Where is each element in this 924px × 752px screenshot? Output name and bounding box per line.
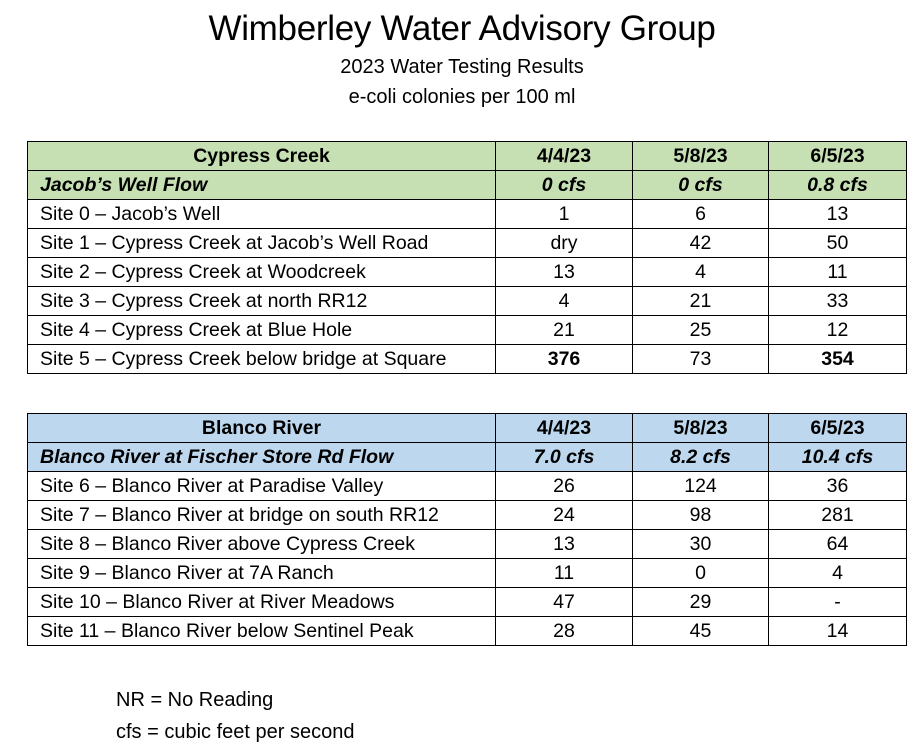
site-name: Site 1 – Cypress Creek at Jacob’s Well R… — [27, 228, 496, 258]
table-row: Site 8 – Blanco River above Cypress Cree… — [27, 529, 907, 559]
date-header: 6/5/23 — [768, 141, 907, 171]
table-row: Site 10 – Blanco River at River Meadows … — [27, 587, 907, 617]
units-caption: e-coli colonies per 100 ml — [348, 86, 576, 108]
table-row: Site 4 – Cypress Creek at Blue Hole 21 2… — [27, 315, 907, 345]
flow-value: 0 cfs — [632, 170, 769, 200]
reading: 21 — [632, 286, 769, 316]
site-name: Site 4 – Cypress Creek at Blue Hole — [27, 315, 496, 345]
reading: 50 — [768, 228, 907, 258]
site-name: Site 8 – Blanco River above Cypress Cree… — [27, 529, 496, 559]
flow-label: Jacob’s Well Flow — [27, 170, 496, 200]
reading: 13 — [495, 257, 633, 287]
date-header: 4/4/23 — [495, 413, 633, 443]
reading: 4 — [632, 257, 769, 287]
reading: 11 — [495, 558, 633, 588]
table-header-row: Blanco River 4/4/23 5/8/23 6/5/23 — [27, 413, 907, 443]
reading: 281 — [768, 500, 907, 530]
reading: 13 — [495, 529, 633, 559]
date-header: 5/8/23 — [632, 413, 769, 443]
flow-value: 8.2 cfs — [632, 442, 769, 472]
table-row: Site 3 – Cypress Creek at north RR12 4 2… — [27, 286, 907, 316]
reading: 13 — [768, 199, 907, 229]
flow-row: Blanco River at Fischer Store Rd Flow 7.… — [27, 442, 907, 472]
site-name: Site 11 – Blanco River below Sentinel Pe… — [27, 616, 496, 646]
reading: 4 — [495, 286, 633, 316]
date-header: 6/5/23 — [768, 413, 907, 443]
reading: 98 — [632, 500, 769, 530]
date-header: 4/4/23 — [495, 141, 633, 171]
legend-cfs: cfs = cubic feet per second — [116, 721, 355, 743]
flow-value: 7.0 cfs — [495, 442, 633, 472]
blanco-river-table: Blanco River 4/4/23 5/8/23 6/5/23 Blanco… — [27, 413, 907, 646]
flow-value: 0.8 cfs — [768, 170, 907, 200]
reading: 25 — [632, 315, 769, 345]
flow-row: Jacob’s Well Flow 0 cfs 0 cfs 0.8 cfs — [27, 170, 907, 200]
reading-high: 376 — [495, 344, 633, 374]
table-row: Site 7 – Blanco River at bridge on south… — [27, 500, 907, 530]
reading: 124 — [632, 471, 769, 501]
reading: 26 — [495, 471, 633, 501]
reading: 42 — [632, 228, 769, 258]
table-name: Cypress Creek — [27, 141, 496, 171]
flow-value: 0 cfs — [495, 170, 633, 200]
table-row: Site 0 – Jacob’s Well 1 6 13 — [27, 199, 907, 229]
reading: 21 — [495, 315, 633, 345]
reading: 73 — [632, 344, 769, 374]
reading: dry — [495, 228, 633, 258]
site-name: Site 6 – Blanco River at Paradise Valley — [27, 471, 496, 501]
reading: 1 — [495, 199, 633, 229]
site-name: Site 5 – Cypress Creek below bridge at S… — [27, 344, 496, 374]
reading: 36 — [768, 471, 907, 501]
flow-value: 10.4 cfs — [768, 442, 907, 472]
site-name: Site 9 – Blanco River at 7A Ranch — [27, 558, 496, 588]
reading: 11 — [768, 257, 907, 287]
page-title: Wimberley Water Advisory Group — [208, 9, 716, 48]
site-name: Site 7 – Blanco River at bridge on south… — [27, 500, 496, 530]
reading: 47 — [495, 587, 633, 617]
table-row: Site 5 – Cypress Creek below bridge at S… — [27, 344, 907, 374]
table-row: Site 2 – Cypress Creek at Woodcreek 13 4… — [27, 257, 907, 287]
site-name: Site 10 – Blanco River at River Meadows — [27, 587, 496, 617]
legend-nr: NR = No Reading — [116, 689, 274, 711]
page-subtitle: 2023 Water Testing Results — [340, 56, 584, 78]
table-row: Site 6 – Blanco River at Paradise Valley… — [27, 471, 907, 501]
reading: 29 — [632, 587, 769, 617]
reading: 30 — [632, 529, 769, 559]
cypress-creek-table: Cypress Creek 4/4/23 5/8/23 6/5/23 Jacob… — [27, 141, 907, 374]
table-row: Site 1 – Cypress Creek at Jacob’s Well R… — [27, 228, 907, 258]
table-row: Site 9 – Blanco River at 7A Ranch 11 0 4 — [27, 558, 907, 588]
reading: - — [768, 587, 907, 617]
reading: 64 — [768, 529, 907, 559]
reading: 6 — [632, 199, 769, 229]
reading: 28 — [495, 616, 633, 646]
flow-label: Blanco River at Fischer Store Rd Flow — [27, 442, 496, 472]
site-name: Site 0 – Jacob’s Well — [27, 199, 496, 229]
table-name: Blanco River — [27, 413, 496, 443]
table-header-row: Cypress Creek 4/4/23 5/8/23 6/5/23 — [27, 141, 907, 171]
reading: 0 — [632, 558, 769, 588]
reading: 4 — [768, 558, 907, 588]
table-row: Site 11 – Blanco River below Sentinel Pe… — [27, 616, 907, 646]
reading: 33 — [768, 286, 907, 316]
site-name: Site 2 – Cypress Creek at Woodcreek — [27, 257, 496, 287]
reading: 14 — [768, 616, 907, 646]
reading: 24 — [495, 500, 633, 530]
reading-high: 354 — [768, 344, 907, 374]
site-name: Site 3 – Cypress Creek at north RR12 — [27, 286, 496, 316]
reading: 45 — [632, 616, 769, 646]
date-header: 5/8/23 — [632, 141, 769, 171]
reading: 12 — [768, 315, 907, 345]
